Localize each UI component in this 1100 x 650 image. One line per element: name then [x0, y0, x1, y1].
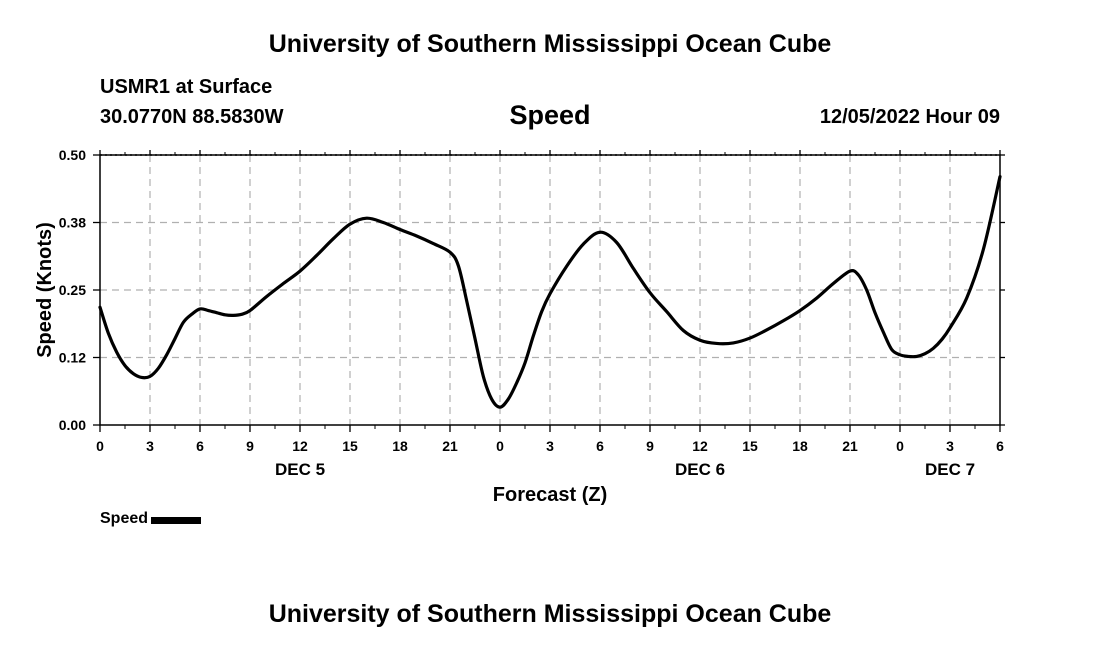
- x-tick-label: 12: [692, 438, 708, 454]
- x-tick-label: 18: [392, 438, 408, 454]
- tick-marks: [93, 150, 1005, 432]
- x-tick-label: 6: [596, 438, 604, 454]
- x-tick-label: 18: [792, 438, 808, 454]
- x-tick-label: 21: [442, 438, 458, 454]
- legend-label: Speed: [100, 510, 149, 527]
- x-tick-label: 0: [896, 438, 904, 454]
- footer-title: University of Southern Mississippi Ocean…: [268, 600, 832, 628]
- x-tick-label: 3: [146, 438, 154, 454]
- x-tick-label: 9: [246, 438, 254, 454]
- legend-swatch: [151, 517, 202, 524]
- x-axis-title: Forecast (Z): [493, 484, 607, 506]
- coordinates-label: 30.0770N 88.5830W: [100, 106, 284, 128]
- y-tick-label: 0.25: [59, 282, 86, 298]
- x-tick-label: 12: [292, 438, 308, 454]
- x-tick-label: 6: [996, 438, 1004, 454]
- station-label: USMR1 at Surface: [100, 76, 273, 98]
- plot-frame: [99, 154, 1001, 426]
- forecast-datetime: 12/05/2022 Hour 09: [819, 106, 1000, 128]
- y-tick-label: 0.50: [59, 147, 86, 163]
- x-tick-label: 15: [342, 438, 358, 454]
- date-label: DEC 5: [275, 460, 325, 479]
- y-tick-label: 0.38: [59, 215, 86, 231]
- date-label: DEC 7: [925, 460, 975, 479]
- legend: Speed: [100, 510, 202, 528]
- x-tick-label: 0: [496, 438, 504, 454]
- axis-labels: 0 3 6 9 12 15 18 21 0 3 6 9 12 15 18 21 0 3 6 0.00 0.12 0.25 0…: [59, 147, 1004, 479]
- x-tick-label: 6: [196, 438, 204, 454]
- x-tick-label: 3: [946, 438, 954, 454]
- x-tick-label: 3: [546, 438, 554, 454]
- series-line-speed: [98, 175, 1002, 409]
- y-tick-label: 0.12: [59, 350, 86, 366]
- page-title: University of Southern Mississippi Ocean…: [268, 30, 832, 58]
- y-axis-title: Speed (Knots): [34, 222, 56, 358]
- date-label: DEC 6: [675, 460, 725, 479]
- x-tick-label: 21: [842, 438, 858, 454]
- x-tick-label: 9: [646, 438, 654, 454]
- series-layer: [98, 175, 1002, 409]
- y-tick-label: 0.00: [59, 417, 86, 433]
- x-tick-label: 0: [96, 438, 104, 454]
- x-tick-label: 15: [742, 438, 758, 454]
- chart-title: Speed: [509, 100, 591, 130]
